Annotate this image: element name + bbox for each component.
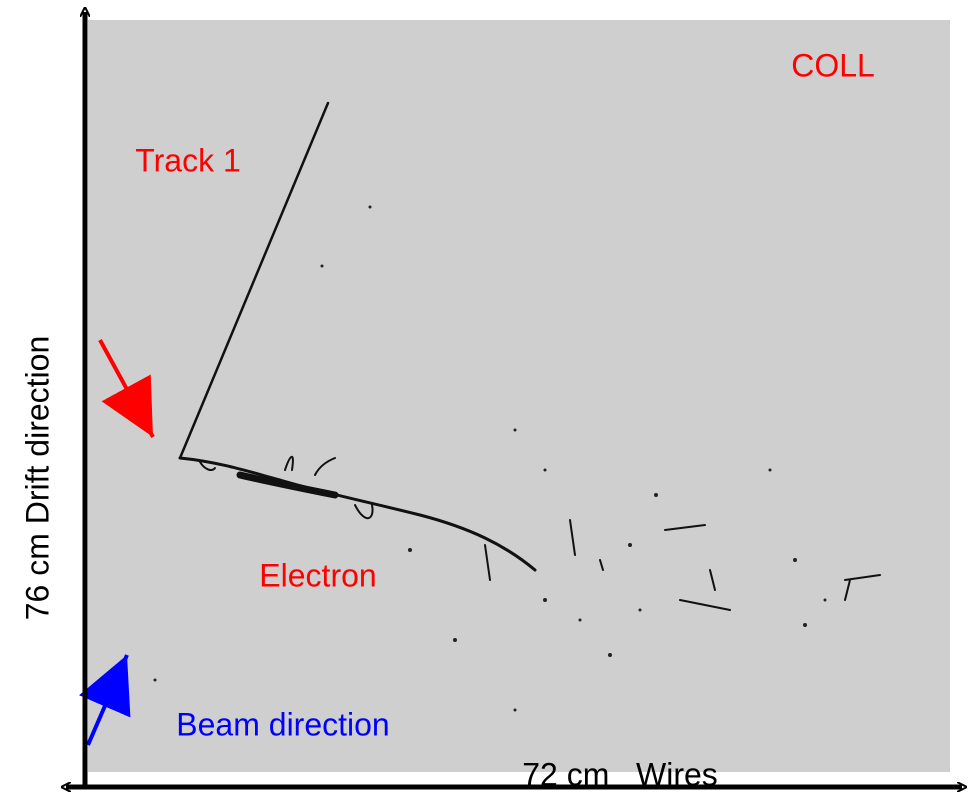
y-axis-label: 76 cm Drift direction [19, 336, 55, 621]
track-label: Track 1 [135, 142, 241, 178]
beam-label: Beam direction [176, 706, 389, 742]
shower-core [236, 471, 339, 499]
electron-shower [178, 456, 537, 572]
plane-label: COLL [791, 47, 875, 83]
fragments [199, 455, 881, 611]
vertex-arrow [98, 339, 155, 438]
tracks [178, 101, 881, 611]
electron-label: Electron [259, 557, 376, 593]
track-1 [178, 101, 330, 460]
x-axis-label: 72 cm Wires [522, 756, 718, 792]
beam-arrow [79, 654, 131, 746]
specks [153, 205, 827, 712]
image-noise [88, 20, 950, 772]
